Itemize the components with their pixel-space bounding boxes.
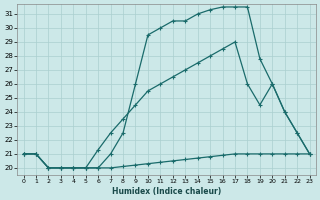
X-axis label: Humidex (Indice chaleur): Humidex (Indice chaleur) <box>112 187 221 196</box>
